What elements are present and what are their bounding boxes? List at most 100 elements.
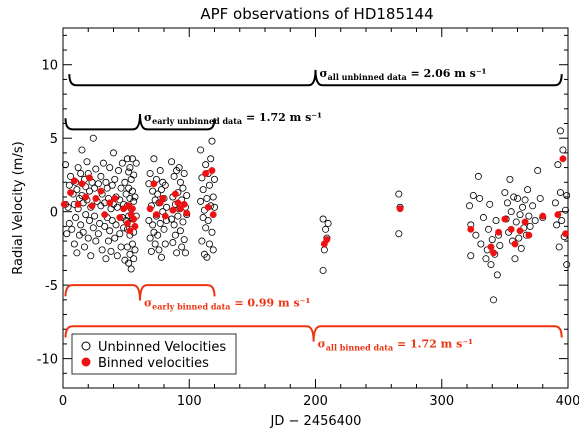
- unbinned-point: [205, 240, 213, 248]
- unbinned-point: [526, 222, 534, 230]
- binned-point: [161, 212, 169, 220]
- unbinned-point: [94, 230, 102, 238]
- binned-point: [209, 211, 217, 219]
- unbinned-point: [553, 221, 561, 229]
- binned-point: [204, 203, 212, 211]
- unbinned-point: [125, 259, 133, 267]
- x-tick-label: 400: [556, 394, 579, 409]
- unbinned-point: [87, 252, 95, 260]
- unbinned-point: [145, 216, 153, 224]
- binned-point: [116, 214, 124, 222]
- unbinned-point: [115, 167, 123, 175]
- binned-point: [171, 190, 179, 198]
- unbinned-point: [170, 172, 178, 180]
- binned-point: [130, 215, 138, 223]
- sigma-symbol: σ: [144, 111, 152, 124]
- sigma-annotation-all_unbinned: σall unbinned data = 2.06 m s⁻¹: [320, 67, 487, 82]
- sigma-value: = 0.99 m s⁻¹: [230, 297, 310, 310]
- x-tick-label: 300: [429, 394, 454, 409]
- unbinned-point: [99, 159, 107, 167]
- unbinned-point: [82, 211, 90, 219]
- unbinned-point: [149, 221, 157, 229]
- unbinned-point: [209, 193, 217, 201]
- unbinned-point: [169, 239, 177, 247]
- binned-point: [559, 155, 567, 163]
- binned-point: [123, 219, 131, 227]
- unbinned-point: [128, 187, 136, 195]
- unbinned-point: [94, 180, 102, 188]
- unbinned-point: [106, 164, 114, 172]
- unbinned-point: [156, 167, 164, 175]
- unbinned-point: [175, 164, 183, 172]
- unbinned-point: [126, 164, 134, 172]
- unbinned-point: [128, 155, 136, 163]
- unbinned-point: [474, 172, 482, 180]
- unbinned-point: [89, 134, 97, 142]
- binned-point: [539, 212, 547, 220]
- unbinned-point: [503, 199, 511, 207]
- unbinned-point: [202, 161, 210, 169]
- binned-point: [159, 194, 167, 202]
- unbinned-point: [556, 127, 564, 135]
- sigma-value: = 1.72 m s⁻¹: [242, 111, 322, 124]
- unbinned-point: [79, 228, 87, 236]
- unbinned-point: [517, 244, 525, 252]
- binned-point: [323, 236, 331, 244]
- unbinned-point: [479, 214, 487, 222]
- unbinned-point: [78, 146, 86, 154]
- unbinned-point: [516, 211, 524, 219]
- chart-title: APF observations of HD185144: [200, 5, 433, 23]
- unbinned-point: [150, 155, 158, 163]
- unbinned-point: [320, 246, 328, 254]
- legend-label-unbinned: Unbinned Velocities: [98, 340, 226, 355]
- unbinned-point: [319, 215, 327, 223]
- unbinned-point: [110, 149, 118, 157]
- unbinned-point: [72, 214, 80, 222]
- unbinned-point: [529, 202, 537, 210]
- unbinned-point: [482, 255, 490, 263]
- binned-point: [169, 206, 177, 214]
- unbinned-point: [91, 184, 99, 192]
- binned-point: [562, 230, 569, 238]
- y-tick-label: -10: [37, 353, 58, 368]
- binned-point: [516, 227, 524, 235]
- x-axis-label: JD − 2456400: [270, 414, 362, 429]
- sigma-symbol: σ: [320, 67, 328, 80]
- unbinned-point: [554, 161, 562, 169]
- unbinned-point: [108, 181, 116, 189]
- unbinned-point: [73, 186, 81, 194]
- binned-velocity-points: [60, 155, 569, 257]
- unbinned-point: [149, 187, 157, 195]
- binned-point: [126, 227, 134, 235]
- binned-point: [495, 228, 503, 236]
- x-tick-label: 0: [59, 394, 67, 409]
- unbinned-point: [208, 228, 216, 236]
- unbinned-point: [123, 243, 131, 251]
- binned-point: [74, 200, 82, 208]
- unbinned-point: [116, 230, 124, 238]
- unbinned-point: [65, 219, 73, 227]
- binned-point: [97, 187, 105, 195]
- unbinned-point: [155, 246, 163, 254]
- x-tick-label: 200: [303, 394, 328, 409]
- unbinned-point: [125, 168, 133, 176]
- unbinned-point: [484, 225, 492, 233]
- binned-point: [92, 194, 100, 202]
- binned-point: [487, 243, 495, 251]
- unbinned-point: [510, 193, 518, 201]
- binned-point: [525, 231, 533, 239]
- unbinned-point: [492, 216, 500, 224]
- unbinned-point: [146, 169, 154, 177]
- unbinned-point: [199, 214, 207, 222]
- unbinned-point: [488, 236, 496, 244]
- unbinned-point: [118, 159, 126, 167]
- binned-point: [86, 174, 93, 182]
- unbinned-point: [558, 216, 566, 224]
- sigma-value: = 2.06 m s⁻¹: [407, 67, 487, 80]
- unbinned-point: [160, 225, 168, 233]
- unbinned-point: [83, 158, 91, 166]
- binned-point: [554, 211, 562, 219]
- unbinned-point: [203, 253, 211, 261]
- unbinned-point: [563, 261, 571, 269]
- unbinned-point: [490, 296, 498, 304]
